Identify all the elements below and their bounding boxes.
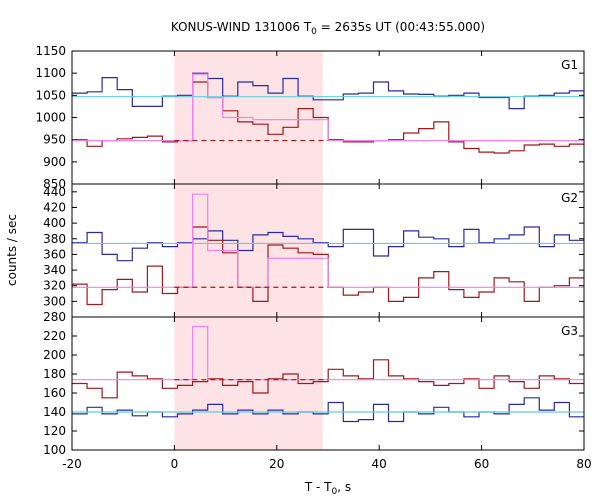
g2-y-tick-label: 360 xyxy=(43,247,66,261)
plot-layer: 8509009501000105011001150G12803003203403… xyxy=(35,44,591,471)
g1-y-tick-label: 1000 xyxy=(35,111,66,125)
chart-title-subscript: 0 xyxy=(311,27,317,37)
g1-y-tick-label: 1100 xyxy=(35,66,66,80)
g1-y-tick-label: 1050 xyxy=(35,88,66,102)
g2-y-tick-label: 380 xyxy=(43,232,66,246)
g3-y-tick-label: 120 xyxy=(43,424,66,438)
g3-y-tick-label: 200 xyxy=(43,348,66,362)
g3-y-tick-label: 180 xyxy=(43,367,66,381)
x-tick-label: -20 xyxy=(62,457,82,471)
g2-y-tick-label: 420 xyxy=(43,200,66,214)
x-tick-label: 60 xyxy=(474,457,489,471)
g2-panel-label: G2 xyxy=(561,191,578,205)
g2-series-pink-2 xyxy=(72,193,584,288)
g3-y-tick-label: 100 xyxy=(43,443,66,457)
g1-series-dark_red-1 xyxy=(72,81,584,154)
x-tick-label: 0 xyxy=(171,457,179,471)
g2-y-tick-label: 300 xyxy=(43,294,66,308)
x-axis-label-subscript: 0 xyxy=(332,487,338,497)
g1-y-tick-label: 850 xyxy=(43,177,66,191)
g1-panel-label: G1 xyxy=(561,58,578,72)
g2-y-tick-label: 320 xyxy=(43,279,66,293)
x-axis-label-suffix: , s xyxy=(337,480,351,494)
g3-series-blue-0 xyxy=(72,397,584,423)
g3-series-pink-2 xyxy=(72,325,584,381)
x-tick-label: 40 xyxy=(372,457,387,471)
g3-panel-frame xyxy=(71,316,585,451)
x-tick-label: 20 xyxy=(269,457,284,471)
y-axis-label: counts / sec xyxy=(5,214,19,286)
x-axis-label-main: T - T xyxy=(304,480,332,494)
x-axis-label: T - T0, s xyxy=(304,480,351,497)
g2-series-dark_red-1 xyxy=(72,226,584,306)
g2-y-tick-label: 280 xyxy=(43,310,66,324)
g1-y-tick-label: 900 xyxy=(43,155,66,169)
g3-y-tick-label: 160 xyxy=(43,386,66,400)
g1-y-tick-label: 1150 xyxy=(35,44,66,58)
g3-series-dark_red-1 xyxy=(72,359,584,399)
g2-series-blue-0 xyxy=(72,226,584,262)
g3-panel-label: G3 xyxy=(561,324,578,338)
g2-y-tick-label: 400 xyxy=(43,216,66,230)
chart-title-prefix: KONUS-WIND 131006 T xyxy=(171,20,312,34)
g2-y-tick-label: 340 xyxy=(43,263,66,277)
g1-y-tick-label: 950 xyxy=(43,133,66,147)
g3-y-tick-label: 220 xyxy=(43,329,66,343)
chart-title: KONUS-WIND 131006 T0 = 2635s UT (00:43:5… xyxy=(171,20,485,37)
g2-y-tick-label: 440 xyxy=(43,185,66,199)
x-tick-label: 80 xyxy=(576,457,591,471)
g1-series-blue-0 xyxy=(72,72,584,110)
g2-panel-frame xyxy=(71,183,585,318)
g3-y-tick-label: 140 xyxy=(43,405,66,419)
chart-title-suffix: = 2635s UT (00:43:55.000) xyxy=(317,20,485,34)
g1-series-pink-2 xyxy=(72,73,584,142)
